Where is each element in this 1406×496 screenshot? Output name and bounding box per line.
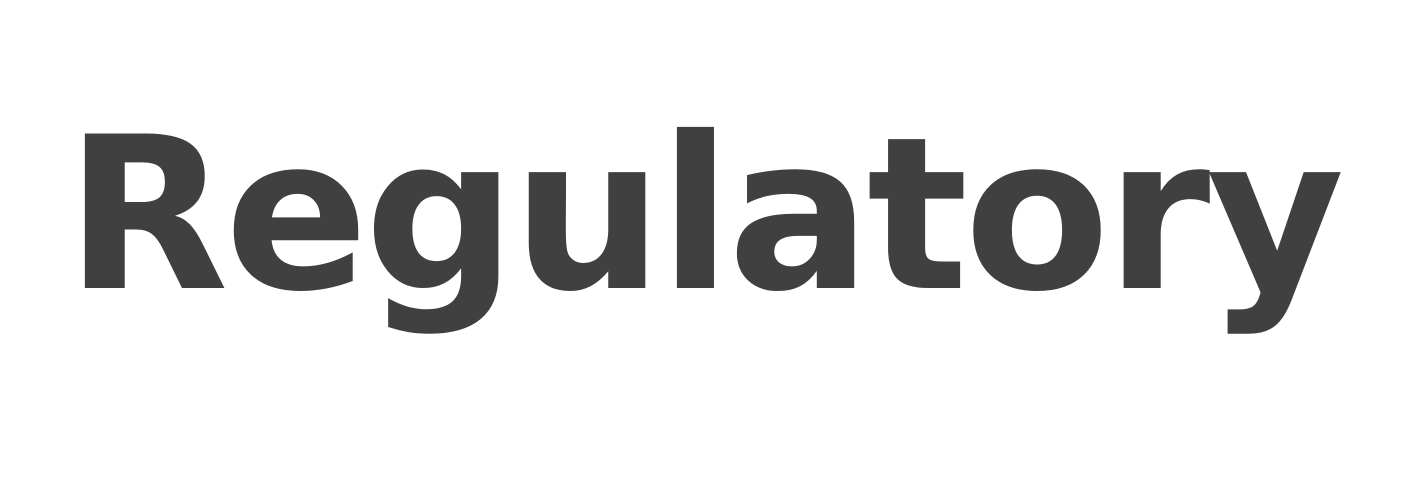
display-word: Regulatory [65, 91, 1344, 338]
